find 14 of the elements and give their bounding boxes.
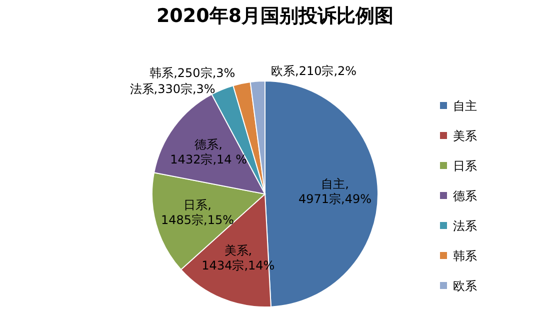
legend-label: 自主: [453, 99, 477, 113]
legend-label: 欧系: [453, 279, 477, 293]
data-label: 自主,4971宗,49%: [298, 177, 372, 206]
chart-title: 2020年8月国别投诉比例图: [156, 5, 394, 27]
data-label: 韩系,250宗,3%: [150, 66, 236, 80]
data-label: 法系,330宗,3%: [130, 82, 216, 96]
legend-label: 法系: [453, 219, 477, 233]
legend-label: 韩系: [453, 249, 477, 263]
legend-label: 德系: [453, 189, 477, 203]
legend-label: 日系: [453, 159, 477, 173]
data-label: 欧系,210宗,2%: [271, 64, 357, 78]
data-label: 日系,1485宗,15%: [160, 198, 234, 227]
data-label: 德系,1432宗,14 %: [170, 137, 248, 166]
legend-label: 美系: [453, 129, 477, 143]
